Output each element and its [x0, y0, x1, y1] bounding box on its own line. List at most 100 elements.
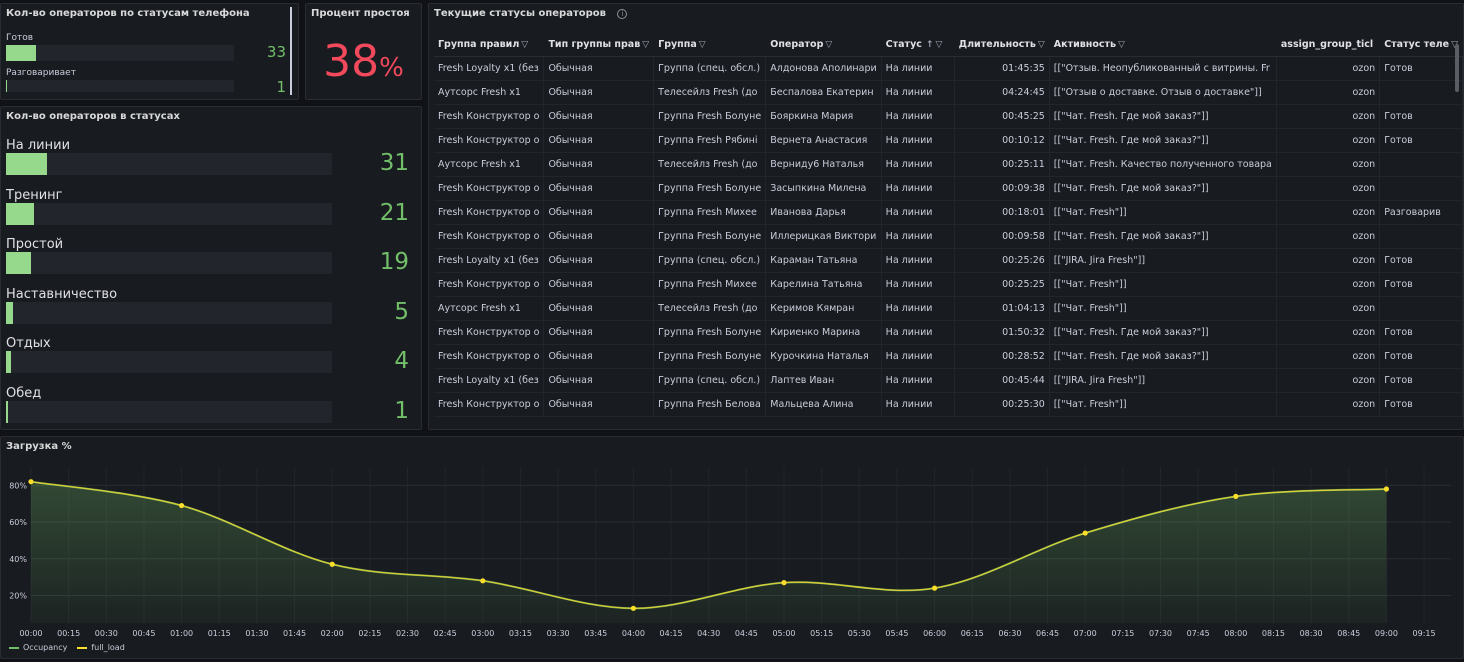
legend-label: Occupancy: [23, 643, 68, 652]
table-row[interactable]: Fresh Конструктор о Обычная Группа Fresh Б…: [434, 320, 1463, 345]
column-header[interactable]: Длительность ▽: [954, 34, 1050, 57]
table-row[interactable]: Fresh Loyalty x1 (без Обычная Группа (спец…: [434, 56, 1463, 81]
table-cell: [["Отзыв о доставке. Отзыв о доставке"]]: [1049, 80, 1277, 105]
filter-icon[interactable]: ▽: [1118, 40, 1125, 51]
table-cell: Обычная: [543, 344, 655, 369]
table-cell: Керимов Кямран: [765, 296, 882, 321]
table-cell: [["Чат. Fresh. Где мой заказ?"]]: [1049, 320, 1277, 345]
table-cell: Группа Fresh Болуне: [653, 104, 767, 129]
table-cell: Готов: [1379, 344, 1463, 369]
table-cell: ozon: [1276, 392, 1381, 417]
table-cell: Группа (спец. обсл.): [653, 368, 767, 393]
table-row[interactable]: Аутсорс Fresh x1 Обычная Телесейлз Fresh (…: [434, 80, 1463, 105]
table-row[interactable]: Fresh Конструктор о Обычная Группа Fresh Б…: [434, 176, 1463, 201]
column-header[interactable]: Группа правил ▽: [434, 34, 544, 57]
table-cell: Группа (спец. обсл.): [653, 248, 767, 273]
column-header[interactable]: Тип группы прав ▽: [543, 34, 654, 57]
y-tick-label: 60%: [9, 518, 27, 527]
filter-icon[interactable]: ▽: [521, 40, 529, 51]
table-cell: На линии: [881, 248, 955, 273]
column-header[interactable]: Оператор ▽: [765, 34, 882, 57]
x-tick-label: 05:00: [772, 629, 795, 638]
chart-legend: Occupancy full_load: [9, 643, 125, 652]
filter-icon[interactable]: ▽: [642, 40, 650, 51]
legend-item[interactable]: full_load: [77, 643, 125, 652]
table-cell: ozon: [1276, 128, 1381, 153]
phone-status-bar: [6, 45, 234, 61]
table-row[interactable]: Fresh Конструктор о Обычная Группа Fresh Б…: [434, 104, 1463, 129]
table-row[interactable]: Fresh Конструктор о Обычная Группа Fresh М…: [434, 200, 1463, 225]
table-cell: На линии: [881, 344, 955, 369]
column-header[interactable]: Статус теле▽: [1379, 34, 1463, 57]
status-label: Наставничество: [6, 286, 118, 302]
column-header-label: Группа правил: [438, 39, 520, 51]
table-cell: На линии: [881, 368, 955, 393]
table-cell: [["Чат. Fresh. Качество полученного това…: [1049, 152, 1277, 177]
table-cell: Аутсорс Fresh x1: [434, 152, 545, 177]
table-cell: Бояркина Мария: [765, 104, 882, 129]
column-header-label: Оператор: [770, 39, 824, 51]
x-tick-label: 07:30: [1149, 629, 1172, 638]
table-row[interactable]: Fresh Конструктор о Обычная Группа Fresh Б…: [434, 392, 1463, 417]
table-cell: На линии: [881, 296, 955, 321]
table-cell: Кириенко Марина: [765, 320, 882, 345]
data-point: [480, 578, 486, 584]
table-cell: На линии: [881, 320, 955, 345]
table-row[interactable]: Fresh Конструктор о Обычная Группа Fresh Б…: [434, 224, 1463, 249]
column-header-label: assign_group_ticl: [1280, 39, 1374, 51]
legend-item[interactable]: Occupancy: [9, 643, 67, 652]
table-cell: Fresh Loyalty x1 (без: [434, 56, 545, 81]
table-cell: Готов: [1379, 320, 1463, 345]
panel-title: Текущие статусы операторов i: [434, 8, 628, 19]
table-cell: Иллерицкая Виктори: [765, 224, 882, 249]
table-cell: ozon: [1276, 200, 1381, 225]
table-cell: Группа Fresh Михее: [653, 272, 767, 297]
table-cell: ozon: [1276, 296, 1381, 321]
column-header-label: Активность: [1053, 39, 1117, 51]
table-row[interactable]: Fresh Конструктор о Обычная Группа Fresh Б…: [434, 344, 1463, 369]
scrollbar[interactable]: [290, 7, 292, 95]
status-bar-fill: [6, 202, 34, 225]
filter-icon[interactable]: ▽: [825, 40, 833, 51]
table-cell: Fresh Конструктор о: [434, 392, 545, 417]
column-header[interactable]: Статус ↑ ▽: [881, 34, 955, 57]
table-cell: Алдонова Аполинари: [765, 56, 882, 81]
table-cell: Готов: [1379, 56, 1463, 81]
table-row[interactable]: Fresh Loyalty x1 (без Обычная Группа (спец…: [434, 368, 1463, 393]
column-header[interactable]: assign_group_ticl: [1276, 34, 1380, 57]
table-row[interactable]: Fresh Loyalty x1 (без Обычная Группа (спец…: [434, 248, 1463, 273]
table-row[interactable]: Аутсорс Fresh x1 Обычная Телесейлз Fresh (…: [434, 152, 1463, 177]
x-tick-label: 08:00: [1224, 629, 1247, 638]
phone-status-panel: Кол-во операторов по статусам телефона Г…: [0, 3, 299, 100]
filter-icon[interactable]: ▽: [698, 40, 706, 51]
filter-icon[interactable]: ▽: [935, 40, 943, 51]
table-cell: Готов: [1379, 248, 1463, 273]
table-cell: [1379, 152, 1463, 177]
table-cell: ozon: [1276, 224, 1381, 249]
table-cell: Готов: [1379, 392, 1463, 417]
status-label: Обед: [6, 385, 42, 401]
table-cell: ozon: [1276, 176, 1381, 201]
column-header[interactable]: Активность ▽: [1049, 34, 1277, 57]
phone-status-label: Разговаривает: [6, 68, 76, 78]
filter-icon[interactable]: ▽: [1451, 40, 1458, 50]
table-cell: Обычная: [543, 248, 655, 273]
table-cell: 00:09:38: [954, 176, 1050, 201]
full-load-line: [30, 481, 1387, 609]
table-cell: Телесейлз Fresh (до: [653, 296, 767, 321]
status-bar: [6, 252, 332, 274]
table-cell: [["JIRA. Jira Fresh"]]: [1049, 248, 1277, 273]
table-row[interactable]: Fresh Конструктор о Обычная Группа Fresh Р…: [434, 128, 1463, 153]
table-cell: 01:04:13: [954, 296, 1050, 321]
table-cell: 00:10:12: [954, 128, 1050, 153]
table-cell: Обычная: [543, 392, 655, 417]
info-icon[interactable]: i: [617, 9, 628, 19]
x-tick-label: 06:30: [998, 629, 1021, 638]
table-scrollbar[interactable]: [1455, 44, 1459, 92]
occupancy-area: [31, 481, 1387, 623]
filter-icon[interactable]: ▽: [1037, 40, 1045, 51]
table-row[interactable]: Аутсорс Fresh x1 Обычная Телесейлз Fresh (…: [434, 296, 1463, 321]
table-row[interactable]: Fresh Конструктор о Обычная Группа Fresh М…: [434, 272, 1463, 297]
column-header[interactable]: Группа ▽: [653, 34, 766, 57]
sort-asc-icon[interactable]: ↑: [925, 40, 934, 51]
